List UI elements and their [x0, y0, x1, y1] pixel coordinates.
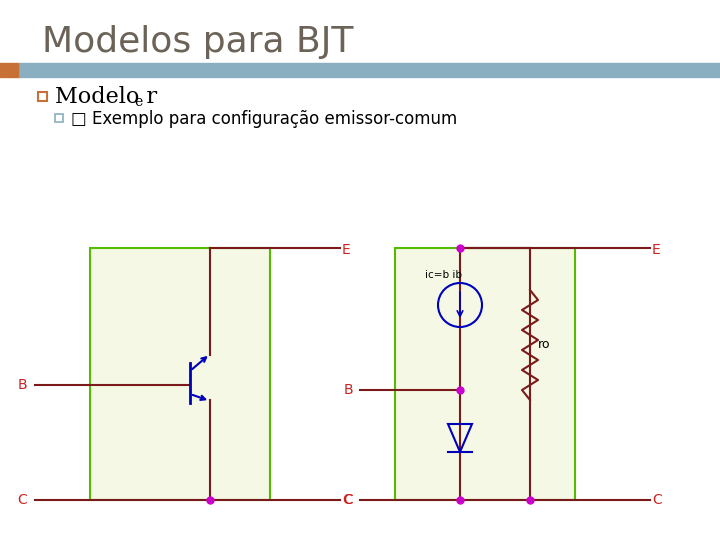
Text: C: C	[342, 493, 352, 507]
Bar	[55, 114, 63, 122]
Text: Modelos para BJT: Modelos para BJT	[42, 25, 354, 59]
Bar	[395, 248, 575, 500]
Bar	[38, 92, 47, 101]
Text: E: E	[342, 243, 351, 257]
Text: Modelo r: Modelo r	[55, 86, 157, 108]
Text: ro: ro	[538, 339, 551, 352]
Text: B: B	[343, 383, 353, 397]
Text: E: E	[652, 243, 661, 257]
Text: C: C	[17, 493, 27, 507]
Text: ic=b ib: ic=b ib	[425, 270, 462, 280]
Bar	[0, 63, 18, 77]
Bar	[18, 63, 720, 77]
Text: C: C	[652, 493, 662, 507]
Text: □ Exemplo para configuração emissor-comum: □ Exemplo para configuração emissor-comu…	[71, 110, 457, 128]
Bar	[90, 248, 270, 500]
Text: B: B	[17, 378, 27, 392]
Text: C: C	[343, 493, 353, 507]
Text: e: e	[134, 95, 143, 109]
